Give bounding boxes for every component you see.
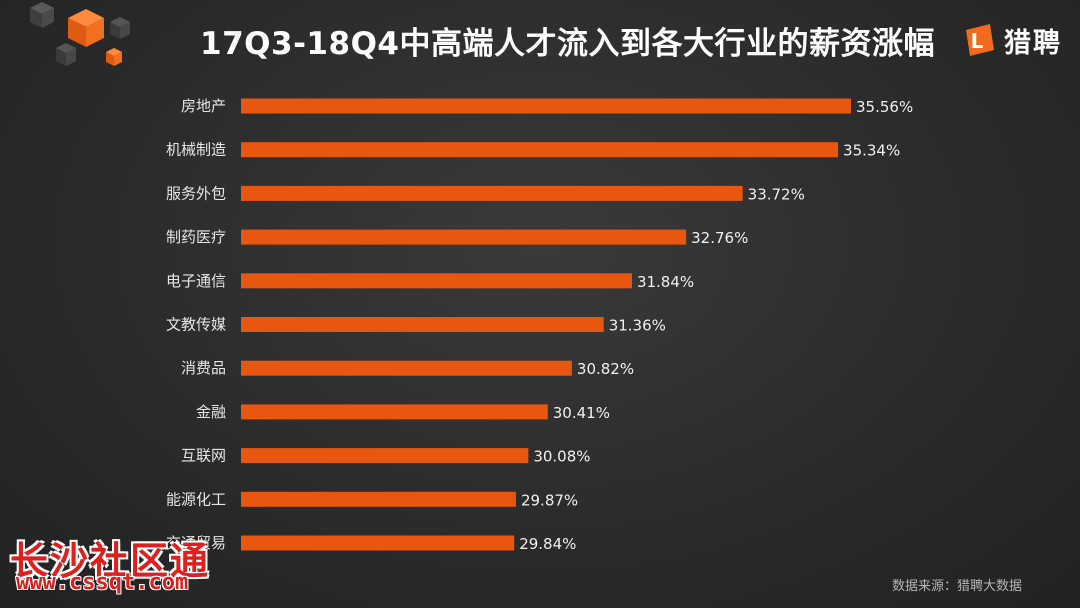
value-label: 32.76% bbox=[691, 229, 748, 247]
value-label: 30.08% bbox=[533, 448, 590, 466]
liepin-logo-icon: L bbox=[966, 24, 994, 56]
data-source-note: 数据来源：猎聘大数据 bbox=[891, 579, 1022, 594]
bar bbox=[241, 229, 687, 245]
brand-logo: L 猎聘 bbox=[960, 20, 1062, 60]
cube-icon bbox=[30, 2, 54, 28]
category-label: 消费品 bbox=[181, 359, 226, 377]
bar bbox=[241, 98, 851, 114]
value-label: 30.82% bbox=[577, 360, 634, 378]
bar bbox=[241, 404, 548, 420]
category-label: 机械制造 bbox=[166, 141, 226, 159]
value-label: 29.87% bbox=[521, 491, 578, 509]
bar bbox=[241, 491, 516, 507]
value-label: 30.41% bbox=[553, 404, 610, 422]
bar bbox=[241, 142, 839, 158]
category-label: 文教传媒 bbox=[166, 316, 226, 334]
value-label: 31.36% bbox=[609, 317, 666, 335]
brand-name: 猎聘 bbox=[1004, 27, 1062, 59]
value-label: 31.84% bbox=[637, 273, 694, 291]
category-label: 制药医疗 bbox=[166, 228, 226, 246]
decorative-cubes-logo bbox=[30, 2, 130, 66]
bar bbox=[241, 317, 604, 332]
value-label: 29.84% bbox=[519, 535, 576, 553]
cube-icon bbox=[56, 43, 76, 66]
category-label: 电子通信 bbox=[166, 272, 226, 290]
category-label: 能源化工 bbox=[166, 490, 226, 508]
cube-icon bbox=[68, 9, 104, 47]
category-label: 金融 bbox=[196, 403, 226, 421]
value-label: 35.56% bbox=[856, 98, 913, 116]
watermark-title: 长沙社区通 bbox=[10, 539, 211, 583]
watermark-url: www.cssqt.com bbox=[16, 570, 189, 595]
category-label: 交通贸易 bbox=[166, 534, 226, 552]
category-label: 互联网 bbox=[181, 447, 226, 465]
value-label: 35.34% bbox=[843, 142, 900, 160]
watermark: 长沙社区通 www.cssqt.com bbox=[10, 530, 220, 595]
chart-title: 17Q3-18Q4中高端人才流入到各大行业的薪资涨幅 bbox=[200, 26, 935, 62]
brand-mark-letter: L bbox=[971, 29, 984, 53]
bar bbox=[241, 535, 515, 551]
bar bbox=[241, 448, 529, 464]
cube-icon bbox=[106, 48, 122, 66]
cube-icon bbox=[110, 17, 130, 39]
category-label: 服务外包 bbox=[166, 184, 226, 202]
category-label: 房地产 bbox=[181, 97, 226, 115]
bar bbox=[241, 185, 743, 201]
bar bbox=[241, 360, 572, 376]
bar bbox=[241, 273, 632, 289]
value-label: 33.72% bbox=[748, 185, 805, 203]
